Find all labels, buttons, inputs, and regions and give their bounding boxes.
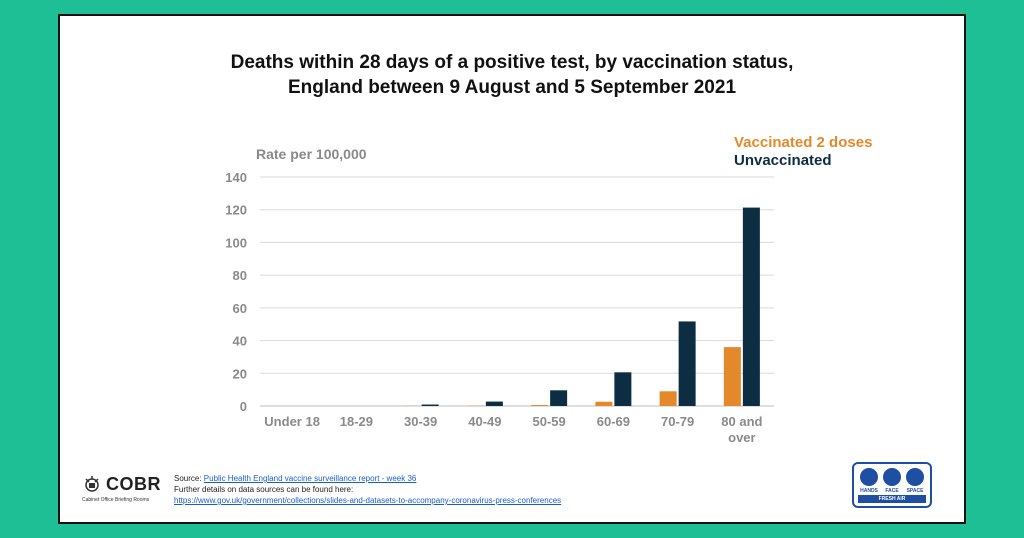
x-tick-label: 18-29 xyxy=(340,414,373,429)
bar-unvaccinated-5 xyxy=(614,372,632,406)
chart-legend: Vaccinated 2 doses Unvaccinated xyxy=(734,134,872,170)
y-tick-label: 40 xyxy=(233,334,247,349)
logo-subtitle: Cabinet Office Briefing Rooms xyxy=(82,497,150,503)
hands-icon xyxy=(860,468,878,486)
x-tick-label: 50-59 xyxy=(533,414,566,429)
x-tick-label: Under 18 xyxy=(264,414,320,429)
bar-vaccinated-6 xyxy=(659,391,677,406)
slide-panel: Deaths within 28 days of a positive test… xyxy=(58,14,966,524)
legend-vaccinated: Vaccinated 2 doses xyxy=(734,134,873,151)
bar-unvaccinated-7 xyxy=(742,207,760,406)
y-tick-label: 140 xyxy=(225,170,247,185)
bar-unvaccinated-2 xyxy=(421,404,439,406)
bar-chart: 0 20 40 60 80 100 120 140 Under 18 18-29 30-39 40-4… xyxy=(225,170,774,445)
legend-unvaccinated: Unvaccinated xyxy=(734,152,832,169)
bar-vaccinated-7 xyxy=(723,347,741,406)
x-tick-label: 40-49 xyxy=(468,414,501,429)
y-tick-label: 120 xyxy=(225,203,247,218)
y-tick-label: 60 xyxy=(233,301,247,316)
badge-hands-label: HANDS xyxy=(860,488,878,494)
space-icon xyxy=(906,468,924,486)
badge-space-label: SPACE xyxy=(906,488,924,494)
face-icon xyxy=(883,468,901,486)
bar-unvaccinated-6 xyxy=(678,321,696,406)
logo-title: COBR xyxy=(106,474,161,494)
source-note: Source: Public Health England vaccine su… xyxy=(174,473,561,506)
badge-fresh-air-label: FRESH AIR xyxy=(858,495,926,503)
chart-title-line-2: England between 9 August and 5 September… xyxy=(287,77,737,98)
x-tick-label: over xyxy=(728,430,755,445)
bar-vaccinated-5 xyxy=(595,401,613,406)
bar-vaccinated-4 xyxy=(531,405,549,406)
y-tick-label: 80 xyxy=(233,268,247,283)
y-tick-label: 20 xyxy=(233,366,247,381)
chart-title-line-1: Deaths within 28 days of a positive test… xyxy=(230,52,794,73)
y-tick-label: 100 xyxy=(225,235,247,250)
x-tick-label: 60-69 xyxy=(597,414,630,429)
y-tick-label: 0 xyxy=(240,399,247,414)
source-prefix: Source: xyxy=(174,474,204,483)
bar-unvaccinated-4 xyxy=(550,390,568,406)
chart-title: Deaths within 28 days of a positive test… xyxy=(60,50,964,100)
royal-crest-icon xyxy=(85,476,99,492)
x-tick-label: 30-39 xyxy=(404,414,437,429)
badge-face-label: FACE xyxy=(885,488,899,494)
y-axis-label: Rate per 100,000 xyxy=(256,146,367,162)
hands-face-space-badge: HANDS FACE SPACE FRESH AIR xyxy=(852,462,932,508)
x-tick-label: 70-79 xyxy=(661,414,694,429)
x-tick-label: 80 and xyxy=(721,414,762,429)
source-link[interactable]: Public Health England vaccine surveillan… xyxy=(203,474,417,483)
datasets-link[interactable]: https://www.gov.uk/government/collection… xyxy=(174,496,562,505)
further-details-text: Further details on data sources can be f… xyxy=(174,485,354,494)
bar-unvaccinated-3 xyxy=(485,401,503,406)
